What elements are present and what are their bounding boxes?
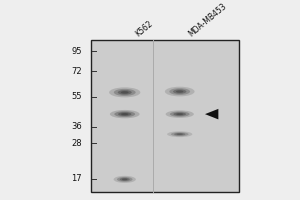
Text: 95: 95 <box>71 47 82 56</box>
Polygon shape <box>205 109 218 119</box>
Ellipse shape <box>171 132 189 136</box>
Text: 28: 28 <box>71 139 82 148</box>
Ellipse shape <box>114 176 136 183</box>
Text: 72: 72 <box>71 67 82 76</box>
Ellipse shape <box>174 133 185 136</box>
Text: MDA-MB453: MDA-MB453 <box>187 2 229 39</box>
Ellipse shape <box>120 178 130 181</box>
Ellipse shape <box>169 88 190 95</box>
Ellipse shape <box>109 87 140 97</box>
Ellipse shape <box>173 89 186 94</box>
Ellipse shape <box>176 90 183 93</box>
Ellipse shape <box>114 111 135 117</box>
Ellipse shape <box>165 87 195 96</box>
Ellipse shape <box>118 90 132 95</box>
Text: 17: 17 <box>71 174 82 183</box>
Ellipse shape <box>117 177 133 182</box>
Ellipse shape <box>121 113 128 115</box>
Ellipse shape <box>170 111 190 117</box>
Text: 36: 36 <box>71 122 82 131</box>
Ellipse shape <box>118 112 131 116</box>
Ellipse shape <box>166 110 194 118</box>
Ellipse shape <box>176 113 183 115</box>
Text: K562: K562 <box>134 19 154 39</box>
Ellipse shape <box>110 110 140 118</box>
Ellipse shape <box>122 178 128 180</box>
Ellipse shape <box>114 89 136 96</box>
Bar <box>91 40 239 192</box>
Ellipse shape <box>173 112 186 116</box>
Text: 55: 55 <box>71 92 82 101</box>
Ellipse shape <box>177 133 183 135</box>
Ellipse shape <box>121 91 129 94</box>
Ellipse shape <box>167 131 192 137</box>
